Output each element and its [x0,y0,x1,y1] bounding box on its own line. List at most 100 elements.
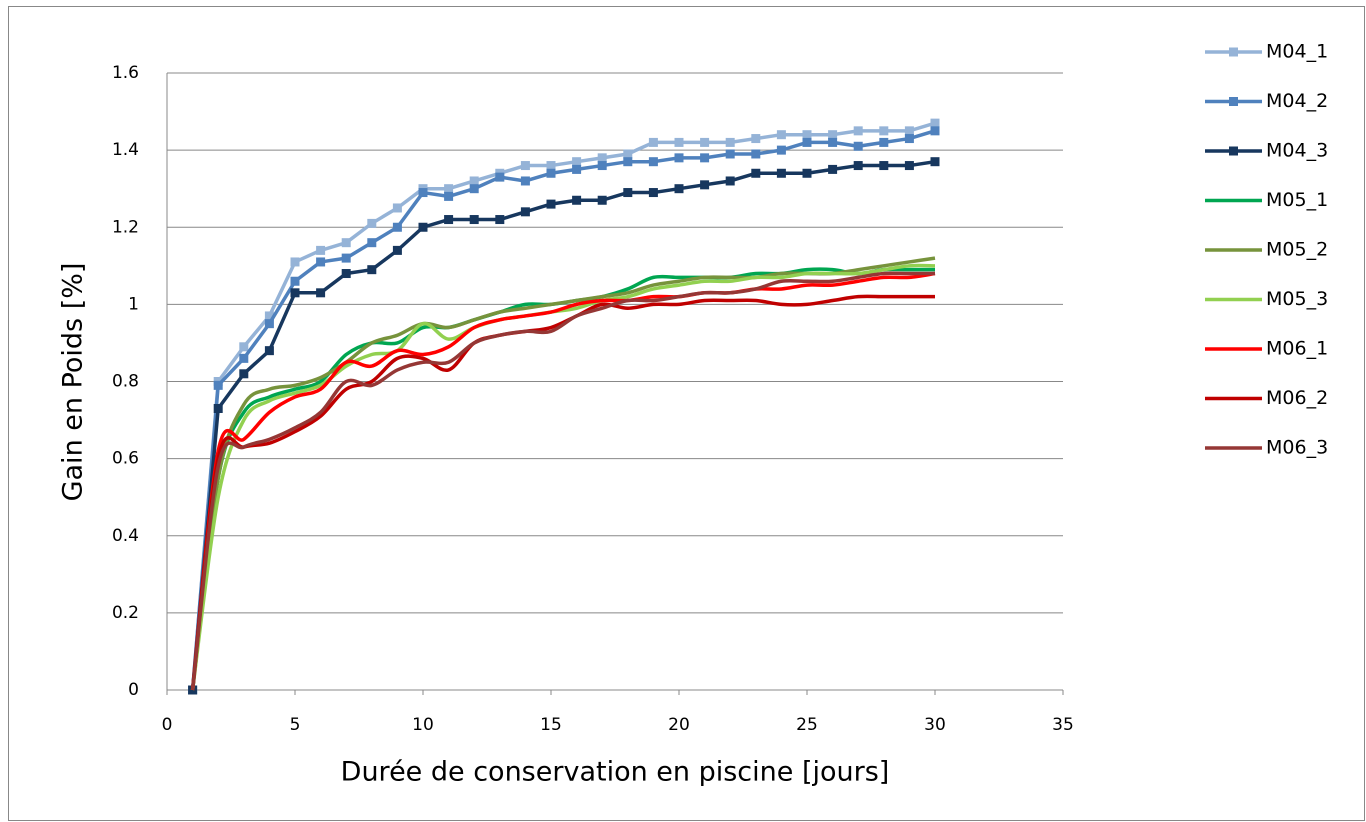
series-marker [725,149,735,159]
legend-label: M04_1 [1266,41,1328,63]
series-marker [648,188,658,198]
series-marker [239,342,249,352]
series-marker [495,172,505,182]
chart-border [8,6,1365,821]
series-marker [725,137,735,147]
series-marker [853,126,863,136]
y-tick-label: 1 [128,294,139,314]
legend-label: M05_2 [1266,239,1328,261]
series-marker [930,126,940,136]
series-marker [879,137,889,147]
series-marker [802,130,812,140]
series-marker [418,222,428,232]
y-tick-label: 0.4 [112,526,139,546]
series-marker [520,176,530,186]
series-marker [495,215,505,225]
series-marker [623,157,633,167]
series-marker [674,137,684,147]
series-marker [290,257,300,267]
series-marker [469,176,479,186]
series-marker [700,180,710,190]
series-marker [904,134,914,144]
series-marker [802,137,812,147]
series-marker [572,164,582,174]
series-marker [648,137,658,147]
series-marker [213,403,223,413]
y-tick-label: 0.8 [112,372,139,392]
series-marker [597,161,607,171]
series-marker [444,184,454,194]
series-marker [802,168,812,178]
series-marker [853,161,863,171]
series-line [190,271,935,691]
series-marker [546,161,556,171]
series-marker [776,145,786,155]
series-marker [674,184,684,194]
series-marker [828,137,838,147]
legend-marker [1229,97,1238,106]
series-marker [623,188,633,198]
legend-marker [1229,146,1238,156]
y-tick-label: 1.6 [112,63,139,83]
series-marker [290,276,300,286]
series-marker [239,353,249,363]
series-marker [316,245,326,255]
series-marker [751,168,761,178]
series-marker [316,288,326,298]
series-marker [264,319,274,329]
series-marker [444,215,454,225]
series-marker [572,157,582,167]
series-marker [700,137,710,147]
series-marker [239,369,249,379]
series-marker [930,157,940,167]
y-tick-label: 1.2 [112,217,139,237]
series-marker [341,269,351,279]
series-line [190,294,935,691]
series-marker [853,141,863,151]
legend-label: M06_1 [1266,338,1328,360]
series-marker [904,161,914,171]
legend-label: M06_3 [1266,437,1328,459]
series-marker [290,288,300,298]
series-marker [725,176,735,186]
series-marker [879,161,889,171]
y-tick-label: 0 [128,680,139,700]
series-marker [776,130,786,140]
y-tick-label: 0.2 [112,603,139,623]
series-marker [751,149,761,159]
series-marker [674,153,684,163]
legend-marker [1229,47,1238,57]
x-tick-label: 15 [540,715,562,735]
series-marker [546,199,556,209]
legend-label: M05_3 [1266,288,1328,310]
x-tick-label: 20 [668,715,690,735]
x-tick-label: 25 [796,715,818,735]
x-axis-label: Durée de conservation en piscine [jours] [341,757,890,788]
series-marker [392,222,402,232]
series-marker [264,311,274,321]
series-marker [776,168,786,178]
series-marker [367,265,377,275]
series-marker [418,188,428,198]
series-marker [341,238,351,248]
series-marker [828,164,838,174]
series-marker [520,207,530,217]
legend-label: M05_1 [1266,189,1328,211]
series-marker [597,153,607,163]
series-marker [213,380,223,390]
x-tick-label: 10 [412,715,434,735]
legend-label: M04_2 [1266,90,1328,112]
series-marker [520,161,530,171]
x-tick-label: 0 [162,715,173,735]
series-marker [879,126,889,136]
series-marker [444,191,454,201]
y-tick-label: 1.4 [112,140,139,160]
y-tick-label: 0.6 [112,449,139,469]
series-marker [700,153,710,163]
series-marker [648,157,658,167]
series-marker [751,134,761,144]
series-marker [469,184,479,194]
legend-label: M04_3 [1266,140,1328,162]
series-marker [904,126,914,136]
